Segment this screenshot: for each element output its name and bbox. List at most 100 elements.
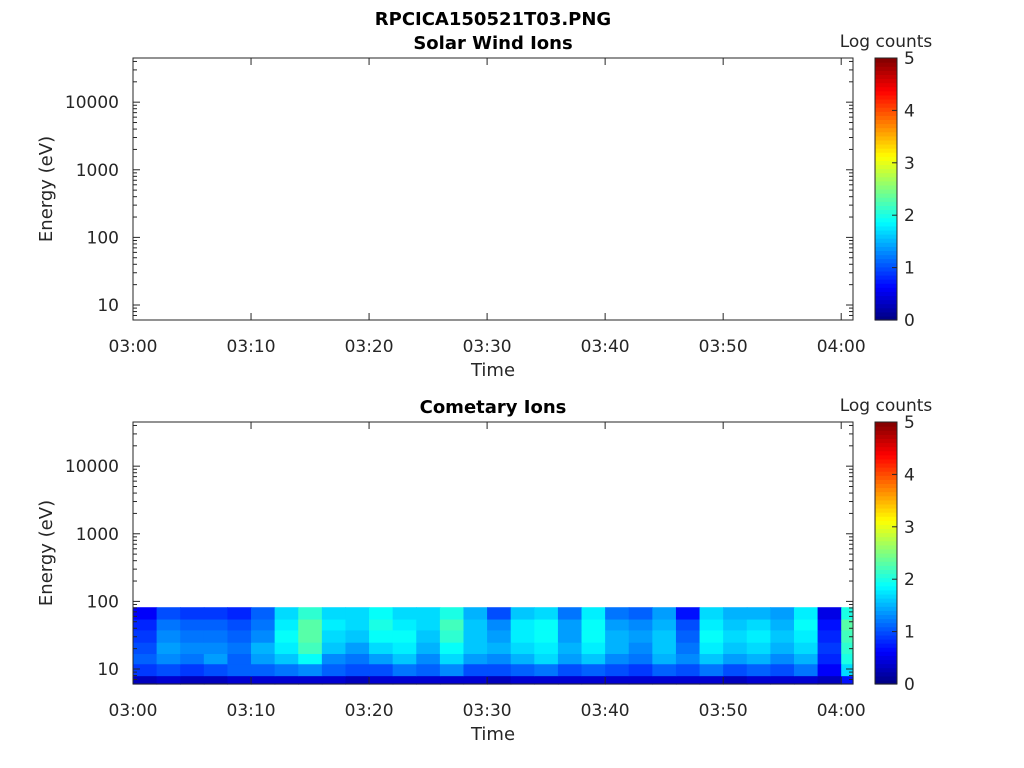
spectrogram-cell [392,653,417,665]
colorbar-segment [875,495,897,501]
colorbar-segment [875,152,897,157]
spectrogram-cell [510,653,535,665]
spectrogram-cell [227,663,252,677]
spectrogram-cell [746,653,771,665]
colorbar-segment [875,663,897,669]
colorbar-segment [875,679,897,685]
x-tick-label: 03:00 [109,701,158,721]
colorbar-segment [875,242,897,247]
colorbar-segment [875,299,897,305]
colorbar-segment [875,487,897,493]
spectrogram-cell [770,663,795,677]
spectrogram-cell [770,642,795,655]
x-tick-label: 03:10 [227,701,276,721]
spectrogram-cell [699,653,724,665]
spectrogram-cell [133,618,158,631]
colorbar-segment [875,655,897,661]
colorbar-segment [875,270,897,276]
spectrogram-cell [274,642,299,655]
spectrogram-cell [770,653,795,665]
colorbar-segment [875,507,897,513]
spectrogram-cell [463,642,488,655]
spectrogram-cell [628,607,653,620]
spectrogram-cell [652,618,677,631]
colorbar-segment [875,209,897,215]
spectrogram-cell [416,653,441,665]
colorbar-frame [874,57,898,321]
spectrogram-cell [841,663,854,677]
spectrogram-cell [770,629,795,643]
spectrogram-cell [510,675,535,685]
spectrogram-cell [180,629,205,643]
colorbar-segment [875,234,897,239]
spectrogram-cell [251,642,276,655]
spectrogram-cell [699,663,724,677]
colorbar-segment [875,254,897,260]
colorbar-segment [875,213,897,219]
spectrogram-cell [723,642,748,655]
colorbar-segment [875,528,897,534]
spectrogram-cell [369,607,394,620]
colorbar-segment [875,610,897,615]
spectrogram-cell [180,618,205,631]
spectrogram-cell [251,629,276,643]
colorbar-tick-label: 5 [904,413,915,433]
spectrogram-cell [628,663,653,677]
colorbar-segment [875,426,897,431]
spectrogram-cell [841,642,854,655]
spectrogram-cell [723,618,748,631]
colorbar-segment [875,193,897,198]
colorbar-segment [875,94,897,100]
colorbar-segment [875,565,897,570]
colorbar-segment [875,82,897,88]
spectrogram-cell [321,642,347,655]
spectrogram-cell [817,607,842,620]
colorbar-segment [875,168,897,174]
spectrogram-cell [369,653,394,665]
x-tick-label: 03:50 [699,337,748,357]
spectrogram-cell [534,607,559,620]
colorbar-segment [875,103,897,108]
colorbar-tick-label: 5 [904,49,915,69]
spectrogram-cell [321,653,347,665]
colorbar-segment [875,58,897,63]
spectrogram-cell [746,618,771,631]
x-tick-label: 03:00 [109,337,158,357]
spectrogram-cell [274,618,299,631]
spectrogram-cell [675,642,701,655]
spectrogram-cell [675,629,701,643]
spectrogram-cell [817,663,842,677]
colorbar-segment [875,557,897,562]
spectrogram-cell [416,642,441,655]
plot-area [132,421,854,685]
colorbar: 0 1 2 3 4 5 [874,49,915,331]
spectrogram-cell [557,663,583,677]
colorbar-segment [875,291,897,297]
colorbar-segment [875,589,897,595]
colorbar-tick-label: 3 [904,518,915,538]
spectrogram-cell [699,642,724,655]
y-tick-label: 10000 [65,93,119,113]
colorbar-segment [875,626,897,632]
y-tick-label: 10000 [65,457,119,477]
colorbar-segment [875,74,897,80]
spectrogram-cell [345,653,370,665]
colorbar-segment [875,548,897,554]
spectrogram-cell [793,629,819,643]
spectrogram-cell [392,675,417,685]
spectrogram-cell [180,642,205,655]
spectrogram-cell [274,653,299,665]
spectrogram-cell [746,663,771,677]
spectrogram-cell [487,618,512,631]
spectrogram-cell [298,653,323,665]
spectrogram-cell [699,675,724,685]
x-tick-label: 03:30 [463,337,512,357]
spectrogram-cell [581,663,606,677]
spectrogram-cell [557,607,583,620]
spectrogram-cell [675,663,701,677]
colorbar-segment [875,450,897,456]
colorbar-segment [875,127,897,133]
spectrogram-cell [699,607,724,620]
spectrogram-cell [628,653,653,665]
colorbar: 0 1 2 3 4 5 [874,413,915,695]
